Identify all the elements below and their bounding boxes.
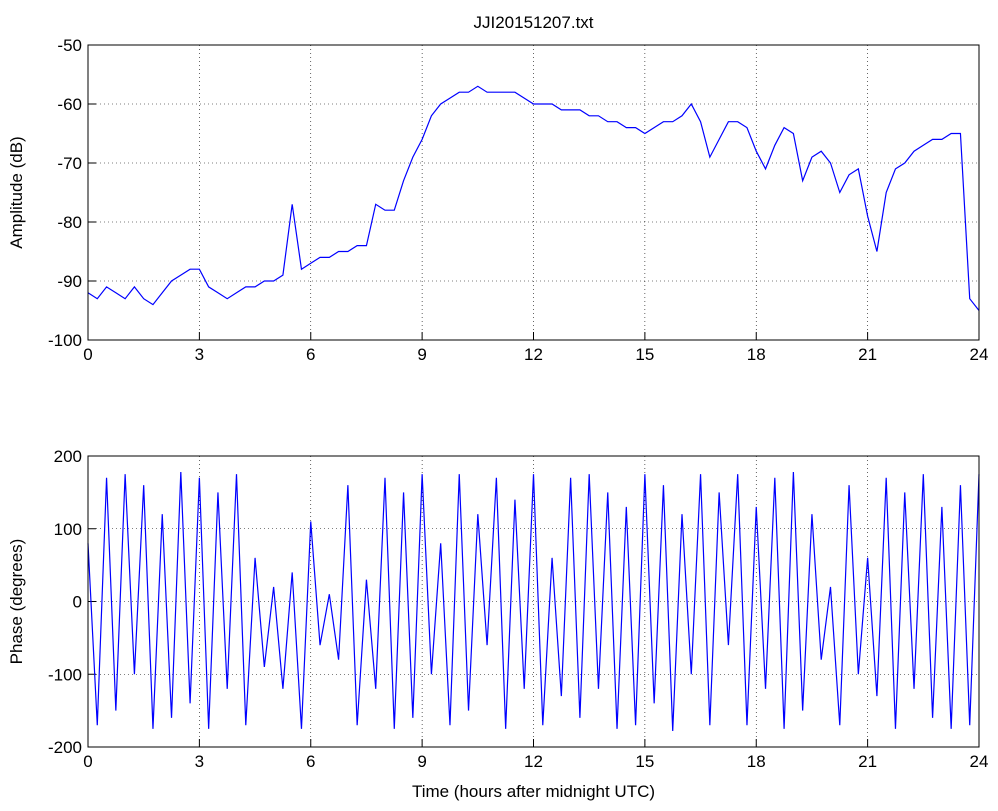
y-tick-label: 200 — [54, 447, 82, 466]
x-tick-label: 18 — [747, 752, 766, 771]
y-tick-label: 0 — [73, 593, 82, 612]
x-tick-label: 21 — [858, 752, 877, 771]
chart-title: JJI20151207.txt — [473, 13, 593, 32]
x-tick-label: 12 — [524, 752, 543, 771]
x-tick-label: 24 — [970, 345, 989, 364]
x-tick-label: 21 — [858, 345, 877, 364]
y-tick-label: -50 — [57, 36, 82, 55]
x-tick-label: 9 — [417, 345, 426, 364]
x-tick-label: 9 — [417, 752, 426, 771]
x-tick-label: 15 — [635, 752, 654, 771]
x-axis-label: Time (hours after midnight UTC) — [412, 782, 655, 801]
y-tick-label: -200 — [48, 738, 82, 757]
y-tick-label: -70 — [57, 154, 82, 173]
x-tick-label: 6 — [306, 345, 315, 364]
y-axis-label: Phase (degrees) — [7, 539, 26, 665]
x-tick-label: 18 — [747, 345, 766, 364]
x-tick-label: 24 — [970, 752, 989, 771]
x-tick-label: 3 — [195, 752, 204, 771]
data-line — [87, 471, 980, 732]
x-tick-label: 6 — [306, 752, 315, 771]
data-line — [87, 85, 980, 311]
y-tick-label: -80 — [57, 213, 82, 232]
x-tick-label: 0 — [83, 345, 92, 364]
x-tick-label: 3 — [195, 345, 204, 364]
y-tick-label: -100 — [48, 665, 82, 684]
y-tick-label: 100 — [54, 520, 82, 539]
x-tick-label: 12 — [524, 345, 543, 364]
y-tick-label: -60 — [57, 95, 82, 114]
x-tick-label: 15 — [635, 345, 654, 364]
y-tick-label: -90 — [57, 272, 82, 291]
x-tick-label: 0 — [83, 752, 92, 771]
y-tick-label: -100 — [48, 331, 82, 350]
axes-box — [87, 455, 980, 748]
axes-box — [87, 44, 980, 341]
y-axis-label: Amplitude (dB) — [7, 136, 26, 248]
